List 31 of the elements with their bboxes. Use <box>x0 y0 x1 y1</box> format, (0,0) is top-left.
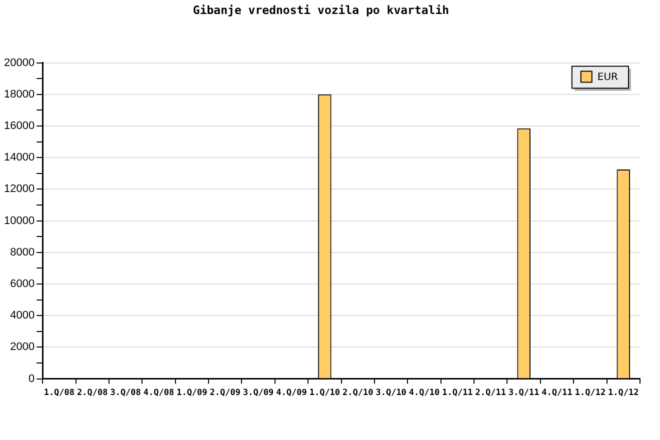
x-tick-label: 4.Q/11 <box>542 388 572 398</box>
x-tick-label: 4.Q/10 <box>408 388 440 398</box>
x-tick-label: 1.Q/08 <box>44 388 75 398</box>
x-tick-label: 4.Q/08 <box>143 388 174 398</box>
y-tick-label: 6000 <box>10 278 35 290</box>
y-tick-label: 2000 <box>10 341 35 354</box>
x-tick-label: 2.Q/11 <box>475 388 506 398</box>
y-tick-label: 18000 <box>4 88 35 100</box>
x-tick-label: 3.Q/11 <box>508 388 540 398</box>
y-tick-label: 0 <box>28 372 35 385</box>
chart-title: Gibanje vrednosti vozila po kvartalih <box>192 2 450 17</box>
y-tick-label: 12000 <box>4 183 35 196</box>
x-tick-label: 1.Q/10 <box>309 388 340 398</box>
x-tick-label: 1.Q/12 <box>608 388 639 398</box>
x-tick-label: 2.Q/10 <box>342 388 374 398</box>
y-tick-label: 4000 <box>10 310 35 322</box>
x-tick-label: 1.Q/12 <box>574 388 606 398</box>
x-tick-label: 2.Q/08 <box>77 388 108 398</box>
y-tick-label: 8000 <box>10 246 35 258</box>
x-tick-label: 4.Q/09 <box>276 388 307 398</box>
x-tick-label: 1.Q/11 <box>442 388 473 398</box>
y-tick-label: 20000 <box>4 56 35 69</box>
x-tick-label: 1.Q/09 <box>176 388 208 398</box>
x-tick-label: 3.Q/09 <box>242 388 274 398</box>
x-tick-label: 3.Q/10 <box>376 388 406 398</box>
y-tick-label: 10000 <box>4 214 35 227</box>
x-tick-label: 2.Q/09 <box>210 388 240 398</box>
y-tick-label: 14000 <box>4 152 35 164</box>
y-tick-label: 16000 <box>4 120 35 132</box>
legend-label: EUR <box>597 72 618 83</box>
x-tick-label: 3.Q/08 <box>110 388 141 398</box>
